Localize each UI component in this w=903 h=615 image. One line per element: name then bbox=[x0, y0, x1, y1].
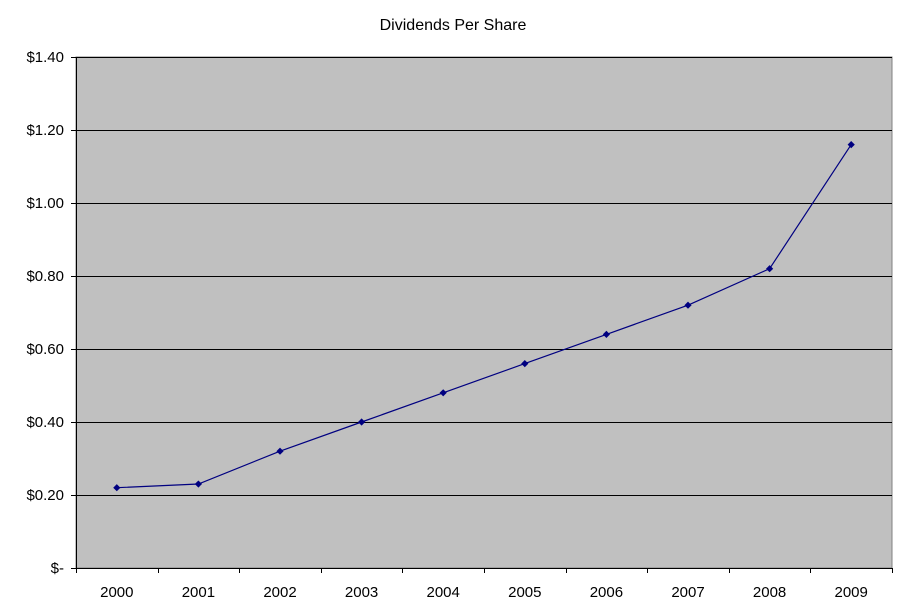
gridlines bbox=[76, 57, 892, 496]
data-point bbox=[194, 480, 202, 488]
x-tick-label: 2009 bbox=[835, 584, 868, 601]
x-tick-label: 2007 bbox=[671, 584, 704, 601]
x-tick-label: 2000 bbox=[100, 584, 133, 601]
plot-area bbox=[75, 56, 893, 569]
series-line bbox=[116, 144, 852, 489]
data-point bbox=[276, 447, 284, 455]
data-point bbox=[684, 301, 692, 309]
y-axis-tick-labels: $- $0.20 $0.40 $0.60 $0.80 $1.00 $1.20 $1.40 bbox=[26, 49, 64, 577]
y-tick-label: $1.40 bbox=[26, 49, 64, 66]
x-tick-label: 2006 bbox=[590, 584, 623, 601]
x-tick-label: 2004 bbox=[427, 584, 460, 601]
x-tick-label: 2008 bbox=[753, 584, 786, 601]
x-axis-tick-labels: 2000 2001 2002 2003 2004 2005 2006 2007 2008 2009 bbox=[100, 584, 868, 601]
data-point bbox=[766, 265, 774, 273]
data-point bbox=[439, 389, 447, 397]
y-tick-label: $0.80 bbox=[26, 268, 64, 285]
y-tick-label: $0.40 bbox=[26, 414, 64, 431]
data-point bbox=[847, 141, 855, 149]
x-tick-label: 2001 bbox=[182, 584, 215, 601]
data-point bbox=[521, 360, 529, 368]
series-1 bbox=[113, 141, 855, 492]
axes bbox=[71, 57, 893, 573]
x-tick-label: 2002 bbox=[263, 584, 296, 601]
data-point bbox=[602, 330, 610, 338]
y-tick-label: $1.00 bbox=[26, 195, 64, 212]
y-tick-label: $0.20 bbox=[26, 487, 64, 504]
y-tick-label: $0.60 bbox=[26, 341, 64, 358]
series bbox=[113, 141, 855, 492]
data-point bbox=[358, 418, 366, 426]
x-tick-label: 2005 bbox=[508, 584, 541, 601]
x-tick-label: 2003 bbox=[345, 584, 378, 601]
y-tick-label: $- bbox=[51, 560, 64, 577]
data-point bbox=[113, 484, 121, 492]
chart-title: Dividends Per Share bbox=[380, 17, 527, 34]
y-tick-label: $1.20 bbox=[26, 122, 64, 139]
